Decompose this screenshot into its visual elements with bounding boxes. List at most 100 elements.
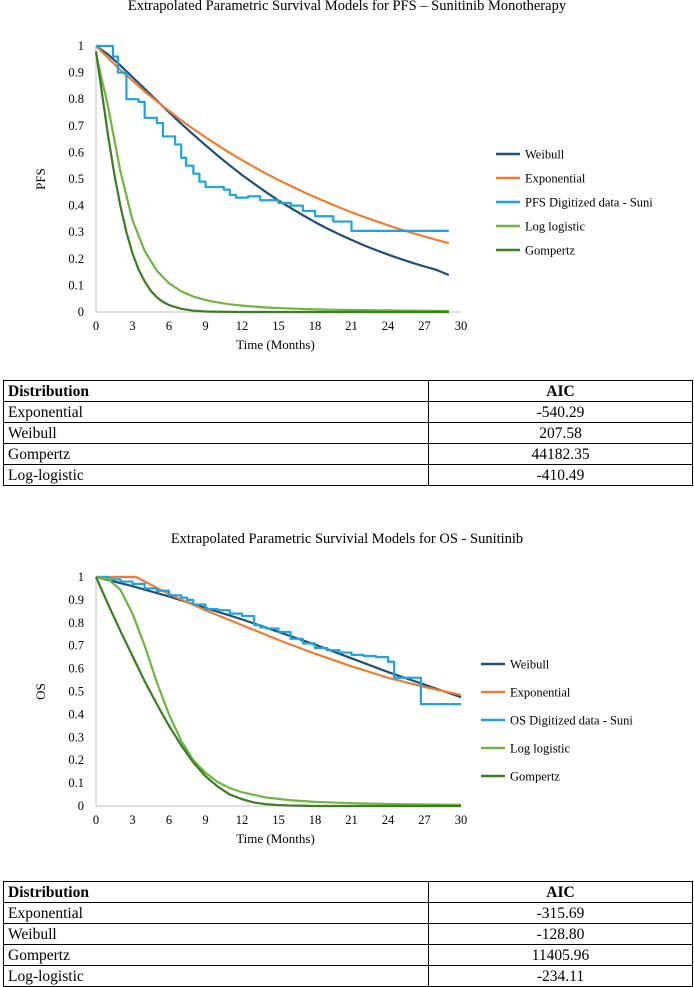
table-header-row: Distribution AIC: [3, 881, 693, 903]
pfs-chart: 0 3 6 9 12 15 18 21 24 27 30 0 0.1 0.2 0.3 0.4 0.5 0.6 0.7…: [33, 39, 653, 352]
distribution-cell: Log-logistic: [3, 464, 429, 486]
table-header-row: Distribution AIC: [3, 380, 693, 402]
os-x-tick-label: 30: [455, 813, 468, 827]
table-row: Log-logistic -234.11: [3, 965, 693, 987]
pfs-x-tick-label: 0: [93, 319, 99, 333]
table-row: Log-logistic -410.49: [3, 464, 693, 486]
os-series-line-os-digitized-data-suni: [96, 575, 461, 706]
os-y-tick-label: 0.3: [68, 730, 84, 744]
os-x-tick-label: 6: [166, 813, 172, 827]
pfs-y-tick-label: 1: [78, 39, 84, 53]
pfs-series-line-pfs-digitized-data-suni: [96, 44, 449, 232]
os-x-tick-label: 12: [236, 813, 249, 827]
pfs-legend-entry-weibull: Weibull: [525, 148, 565, 162]
os-series-line-log-logistic: [95, 575, 462, 806]
pfs-aic-table: Distribution AIC Exponential -540.29 Wei…: [3, 380, 693, 486]
aic-cell: -540.29: [428, 401, 693, 423]
pfs-x-tick-label: 12: [236, 319, 249, 333]
distribution-cell: Gompertz: [3, 944, 429, 966]
distribution-cell: Log-logistic: [3, 965, 429, 987]
aic-cell: -234.11: [428, 965, 693, 987]
pfs-legend-entry-pfs-digitized-data-suni: PFS Digitized data - Suni: [525, 196, 653, 210]
pfs-x-tick-label: 9: [202, 319, 208, 333]
os-y-tick-label: 1: [78, 570, 84, 584]
pfs-series-line-exponential: [95, 45, 450, 245]
column-header-aic: AIC: [428, 380, 693, 402]
os-series-line-exponential: [96, 575, 462, 697]
table-row: Gompertz 44182.35: [3, 443, 693, 465]
os-y-tick-label: 0.4: [68, 707, 84, 721]
aic-cell: 11405.96: [428, 944, 693, 966]
pfs-series-line-gompertz: [94, 51, 449, 314]
aic-cell: -410.49: [428, 464, 693, 486]
os-x-tick-label: 24: [382, 813, 395, 827]
distribution-cell: Exponential: [3, 401, 429, 423]
os-y-tick-label: 0.5: [68, 685, 84, 699]
os-legend-entry-gompertz: Gompertz: [510, 770, 560, 784]
table-row: Gompertz 11405.96: [3, 944, 693, 966]
distribution-cell: Weibull: [3, 923, 429, 945]
os-series-line-weibull: [95, 575, 462, 699]
pfs-y-tick-label: 0.4: [68, 199, 84, 213]
pfs-x-tick-label: 15: [272, 319, 285, 333]
pfs-y-tick-label: 0.1: [68, 278, 84, 292]
column-header-distribution: Distribution: [3, 881, 429, 903]
distribution-cell: Exponential: [3, 902, 429, 924]
os-legend-entry-exponential: Exponential: [510, 686, 571, 700]
os-x-tick-label: 9: [202, 813, 208, 827]
os-x-tick-label: 18: [309, 813, 322, 827]
pfs-x-tick-label: 27: [418, 319, 431, 333]
pfs-legend-entry-gompertz: Gompertz: [525, 244, 575, 258]
distribution-cell: Weibull: [3, 422, 429, 444]
os-y-tick-label: 0: [78, 799, 84, 813]
pfs-series-line-weibull: [95, 45, 450, 277]
os-y-axis-label: OS: [33, 683, 48, 700]
pfs-y-tick-label: 0.5: [68, 172, 84, 186]
pfs-x-tick-label: 18: [309, 319, 322, 333]
os-legend-entry-os-digitized-data-suni: OS Digitized data - Suni: [510, 714, 633, 728]
os-x-tick-label: 0: [93, 813, 99, 827]
aic-cell: 207.58: [428, 422, 693, 444]
os-x-axis-label: Time (Months): [236, 831, 315, 846]
os-y-tick-label: 0.2: [68, 753, 84, 767]
pfs-y-tick-label: 0.3: [68, 225, 84, 239]
table-row: Exponential -315.69: [3, 902, 693, 924]
os-series-line-gompertz: [94, 576, 461, 808]
os-y-tick-label: 0.8: [68, 616, 84, 630]
pfs-y-tick-label: 0.2: [68, 252, 84, 266]
pfs-x-tick-label: 30: [455, 319, 468, 333]
os-y-tick-label: 0.1: [68, 776, 84, 790]
os-legend-entry-weibull: Weibull: [510, 658, 550, 672]
os-y-tick-label: 0.7: [68, 639, 84, 653]
pfs-x-tick-label: 3: [129, 319, 135, 333]
os-chart: 0 3 6 9 12 15 18 21 24 27 30 0 0.1 0.2 0.3 0.4 0.5 0.6 0.7…: [33, 570, 633, 846]
os-aic-table: Distribution AIC Exponential -315.69 Wei…: [3, 881, 693, 987]
os-chart-title: Extrapolated Parametric Survivial Models…: [170, 531, 524, 547]
pfs-series-line-log-logistic: [94, 53, 449, 313]
pfs-y-tick-label: 0.6: [68, 145, 84, 159]
aic-cell: -128.80: [428, 923, 693, 945]
os-y-tick-label: 0.9: [68, 593, 84, 607]
table-row: Weibull -128.80: [3, 923, 693, 945]
pfs-chart-title: Extrapolated Parametric Survival Models …: [127, 0, 567, 14]
pfs-y-tick-label: 0: [78, 305, 84, 319]
pfs-y-tick-label: 0.9: [68, 66, 84, 80]
distribution-cell: Gompertz: [3, 443, 429, 465]
table-row: Exponential -540.29: [3, 401, 693, 423]
aic-cell: -315.69: [428, 902, 693, 924]
pfs-y-axis-label: PFS: [33, 168, 48, 190]
pfs-x-axis-label: Time (Months): [236, 337, 315, 352]
column-header-aic: AIC: [428, 881, 693, 903]
aic-cell: 44182.35: [428, 443, 693, 465]
pfs-y-tick-label: 0.7: [68, 119, 84, 133]
pfs-legend-entry-log-logistic: Log logistic: [525, 220, 586, 234]
os-legend-entry-log-logistic: Log logistic: [510, 742, 571, 756]
os-x-tick-label: 21: [345, 813, 358, 827]
pfs-legend-entry-exponential: Exponential: [525, 172, 586, 186]
pfs-x-tick-label: 21: [345, 319, 358, 333]
os-y-tick-label: 0.6: [68, 662, 84, 676]
os-x-tick-label: 27: [418, 813, 431, 827]
column-header-distribution: Distribution: [3, 380, 429, 402]
pfs-x-tick-label: 24: [382, 319, 395, 333]
os-x-tick-label: 3: [129, 813, 135, 827]
